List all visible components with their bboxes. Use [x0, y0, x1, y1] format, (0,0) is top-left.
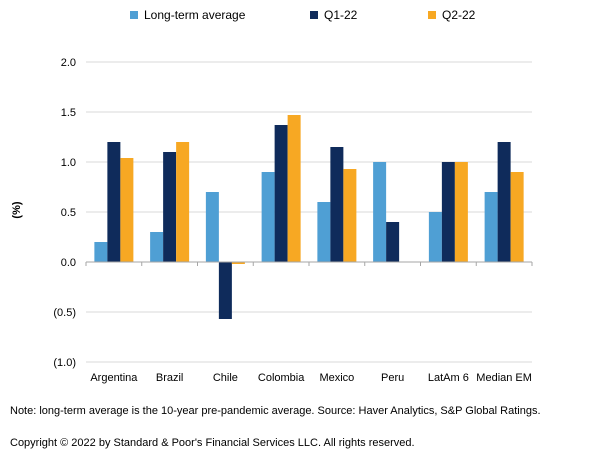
legend-label: Q2-22	[442, 8, 476, 22]
bar	[274, 125, 288, 262]
bar	[343, 169, 357, 262]
bar	[261, 172, 275, 262]
x-tick-label: Brazil	[156, 372, 184, 384]
bar-chart: (1.0) (0.5) 0.0 0.5 1.0 1.5 2.0 Argentina Brazil…	[53, 57, 533, 384]
x-tick-label: Median EM	[476, 372, 532, 384]
bar	[484, 192, 498, 262]
y-tick-label: (1.0)	[53, 357, 76, 369]
legend-item-q2-22: Q2-22	[428, 8, 475, 22]
bar	[287, 115, 301, 262]
source-note: Note: long-term average is the 10-year p…	[10, 405, 541, 417]
bar	[330, 147, 344, 262]
y-tick-label: 1.5	[61, 107, 76, 119]
bar	[120, 158, 134, 262]
legend-item-q1-22: Q1-22	[310, 8, 357, 22]
x-tick-label: Mexico	[319, 372, 354, 384]
legend-item-long-term-average: Long-term average	[130, 8, 245, 22]
bar	[441, 162, 455, 262]
x-tick-label: LatAm 6	[428, 372, 469, 384]
legend-label: Q1-22	[324, 8, 358, 22]
x-tick-label: Argentina	[90, 372, 138, 384]
bar	[428, 212, 442, 262]
legend-swatch	[130, 11, 138, 19]
y-tick-label: 0.5	[61, 207, 76, 219]
legend-swatch	[428, 11, 436, 19]
legend-label: Long-term average	[144, 8, 246, 22]
x-tick-label: Chile	[213, 372, 238, 384]
legend-swatch	[310, 11, 318, 19]
chart-legend: Long-term average Q1-22 Q2-22	[0, 8, 602, 28]
bar	[107, 142, 121, 262]
bar	[510, 172, 524, 262]
bar	[317, 202, 331, 262]
x-tick-label: Peru	[381, 372, 404, 384]
bar	[454, 162, 468, 262]
y-tick-label: 1.0	[61, 157, 76, 169]
y-tick-label: (0.5)	[53, 307, 76, 319]
y-tick-label: 2.0	[61, 57, 76, 69]
bar	[231, 262, 245, 264]
bar	[497, 142, 511, 262]
y-tick-label: 0.0	[61, 257, 76, 269]
bar	[218, 262, 232, 319]
bar	[150, 232, 164, 262]
bar	[373, 162, 387, 262]
copyright-text: Copyright © 2022 by Standard & Poor's Fi…	[10, 437, 415, 449]
bar	[176, 142, 190, 262]
x-tick-label: Colombia	[258, 372, 305, 384]
bar	[163, 152, 177, 262]
bar	[94, 242, 108, 262]
bar	[386, 222, 400, 262]
bar	[205, 192, 219, 262]
